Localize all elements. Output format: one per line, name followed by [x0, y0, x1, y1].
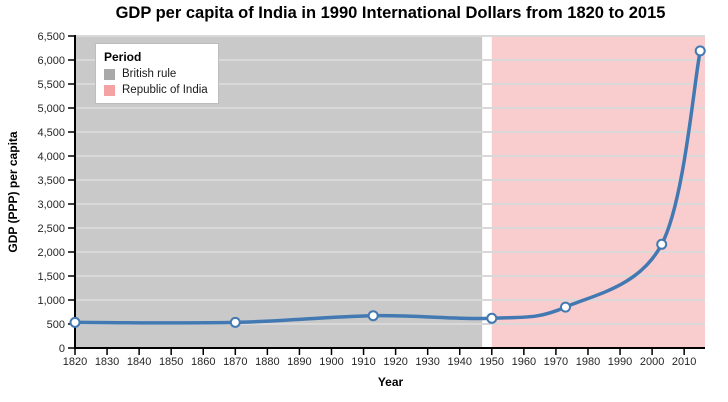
x-tick-label: 1990 — [608, 356, 632, 368]
chart-title: GDP per capita of India in 1990 Internat… — [115, 4, 666, 22]
legend-title: Period — [104, 50, 142, 64]
british-rule-swatch-icon — [104, 68, 115, 80]
x-tick-label: 1880 — [255, 356, 279, 368]
y-tick-label: 4,000 — [37, 151, 65, 163]
x-tick-label: 1890 — [287, 356, 311, 368]
x-tick-label: 1960 — [512, 356, 536, 368]
legend: Period British rule Republic of India — [95, 43, 219, 104]
x-tick-label: 1860 — [191, 356, 215, 368]
y-tick-label: 2,500 — [37, 223, 65, 235]
legend-item-british-rule: British rule — [104, 68, 208, 80]
data-point-1973 — [560, 301, 571, 313]
y-tick-label: 1,000 — [37, 295, 65, 307]
x-tick-label: 1980 — [576, 356, 600, 368]
y-tick-label: 3,500 — [37, 175, 65, 187]
x-tick-label: 1970 — [544, 356, 568, 368]
data-point-1820 — [69, 316, 81, 328]
y-tick-label: 3,000 — [37, 199, 65, 211]
x-tick-label: 1950 — [480, 356, 504, 368]
y-tick-label: 1,500 — [37, 271, 65, 283]
y-tick-label: 6,500 — [37, 31, 65, 43]
y-tick-label: 5,500 — [37, 79, 65, 91]
y-tick-label: 500 — [47, 319, 65, 331]
x-tick-label: 2010 — [672, 356, 696, 368]
y-tick-label: 4,500 — [37, 127, 65, 139]
x-tick-label: 1840 — [127, 356, 151, 368]
x-tick-label: 1900 — [319, 356, 343, 368]
region-republic-of-india — [491, 36, 705, 348]
x-tick-label: 1820 — [63, 356, 87, 368]
data-point-1870 — [229, 316, 241, 328]
legend-item-label: British rule — [122, 68, 177, 80]
y-tick-label: 0 — [59, 343, 65, 355]
x-axis-title: Year — [377, 375, 404, 389]
y-tick-label: 5,000 — [37, 103, 65, 115]
republic-of-india-swatch-icon — [104, 84, 115, 96]
data-point-2015 — [694, 45, 706, 57]
y-tick-label: 2,000 — [37, 247, 65, 259]
x-tick-label: 2000 — [640, 356, 664, 368]
x-tick-label: 1850 — [159, 356, 183, 368]
x-tick-label: 1870 — [223, 356, 247, 368]
x-tick-label: 1940 — [447, 356, 471, 368]
x-tick-label: 1910 — [351, 356, 375, 368]
x-tick-label: 1930 — [415, 356, 439, 368]
data-point-1913 — [367, 310, 379, 322]
data-point-1950 — [486, 312, 498, 324]
legend-item-republic-of-india: Republic of India — [104, 84, 208, 96]
y-tick-label: 6,000 — [37, 55, 65, 67]
x-tick-label: 1830 — [95, 356, 119, 368]
x-tick-label: 1920 — [383, 356, 407, 368]
legend-item-label: Republic of India — [122, 84, 208, 96]
data-point-2003 — [656, 238, 668, 250]
